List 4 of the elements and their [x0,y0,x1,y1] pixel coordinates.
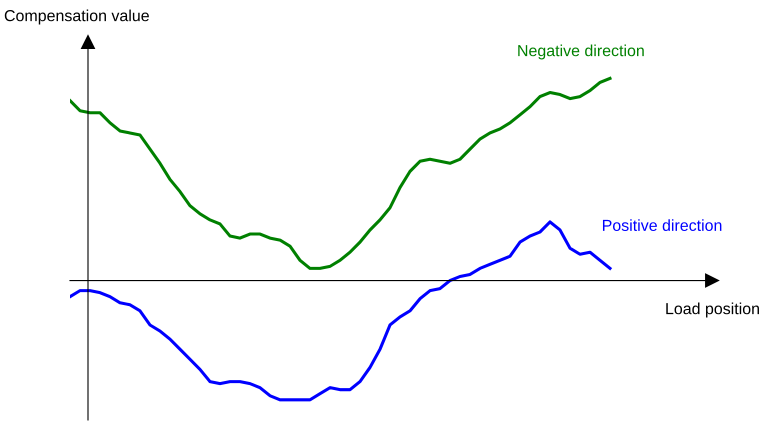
series-label: Positive direction [602,219,722,232]
x-axis-title: Load position [666,302,759,318]
text: Negative direction [518,44,644,60]
y-axis-title: Compensation value [4,10,149,24]
